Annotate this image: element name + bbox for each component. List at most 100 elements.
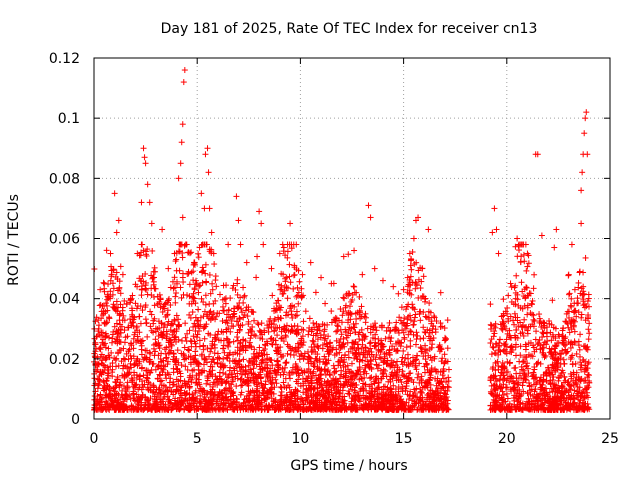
data-point-cloud [488,322,495,329]
data-point [204,145,211,152]
data-point-cloud [488,351,495,358]
data-point-cloud [177,284,184,291]
data-point-cloud [522,346,529,353]
data-point-cloud [405,331,412,338]
data-point [425,226,432,233]
data-point-cloud [414,332,421,339]
data-point-cloud [222,300,229,307]
data-point-cloud [412,341,419,348]
data-point-cloud [136,313,143,320]
data-point [406,250,413,257]
data-point-cloud [95,381,102,388]
data-point-cloud [109,335,116,342]
data-point-cloud [573,350,580,357]
data-point [97,286,104,293]
data-point [299,271,306,278]
data-point-cloud [496,343,503,350]
data-point-cloud [402,355,409,362]
data-point-cloud [337,335,344,342]
data-point-cloud [571,328,578,335]
y-tick-label: 0 [71,412,80,428]
data-point-cloud [173,267,180,274]
data-point-cloud [341,295,348,302]
data-point-cloud [401,334,408,341]
data-point-cloud [182,334,189,341]
data-point-cloud [445,366,452,373]
data-point [179,214,186,221]
data-point-cloud [574,295,581,302]
data-point-cloud [421,298,428,305]
data-point-cloud [407,262,414,269]
data-point-cloud [409,249,416,256]
data-point-cloud [413,336,420,343]
data-point-cloud [523,267,530,274]
data-point-cloud [130,345,137,352]
data-point [165,265,172,272]
x-tick-label: 10 [291,431,309,447]
data-point-cloud [511,321,518,328]
data-point-cloud [209,286,216,293]
data-point-cloud [296,278,303,285]
data-points [91,67,593,413]
data-point [138,199,145,206]
data-point-cloud [295,300,302,307]
data-point-cloud [139,241,146,248]
data-point-cloud [525,252,532,259]
data-point-cloud [577,331,584,338]
data-point-cloud [178,337,185,344]
data-point-cloud [349,350,356,357]
data-point [180,79,187,86]
data-point-cloud [346,391,353,398]
data-point-cloud [172,258,179,265]
data-point-cloud [120,312,127,319]
data-point-cloud [414,374,421,381]
data-point-cloud [167,284,174,291]
data-point-cloud [240,314,247,321]
data-point-cloud [193,334,200,341]
data-point [208,229,215,236]
y-tick-label: 0.08 [49,171,80,187]
data-point [142,160,149,167]
data-point-cloud [565,324,572,331]
data-point [254,253,261,260]
data-point-cloud [585,336,592,343]
data-point-cloud [531,318,538,325]
data-point [553,226,560,233]
data-point-cloud [152,348,159,355]
data-point-cloud [417,285,424,292]
data-point-cloud [352,349,359,356]
data-point-cloud [105,345,112,352]
data-point-cloud [540,341,547,348]
data-point-cloud [257,328,264,335]
data-point-cloud [207,348,214,355]
data-point [584,151,591,158]
data-point-cloud [490,333,497,340]
data-point-cloud [274,332,281,339]
y-tick-label: 0.02 [49,352,80,368]
data-point [578,187,585,194]
data-point-cloud [516,247,523,254]
data-point [258,220,265,227]
data-point-cloud [353,316,360,323]
data-point [115,217,122,224]
data-point-cloud [179,254,186,261]
data-point-cloud [173,256,180,263]
data-point-cloud [302,308,309,315]
data-point-cloud [396,314,403,321]
data-point-cloud [294,292,301,299]
data-point [578,220,585,227]
data-point [400,286,407,293]
data-point-cloud [511,310,518,317]
x-axis-label: GPS time / hours [290,458,407,474]
data-point-cloud [300,318,307,325]
data-point [351,247,358,254]
data-point-cloud [516,358,523,365]
data-point-cloud [212,273,219,280]
data-point-cloud [521,316,528,323]
data-point-cloud [113,320,120,327]
data-point-cloud [138,292,145,299]
data-point [410,235,417,242]
data-point-cloud [585,384,592,391]
x-tick-label: 0 [90,431,99,447]
data-point-cloud [397,317,404,324]
